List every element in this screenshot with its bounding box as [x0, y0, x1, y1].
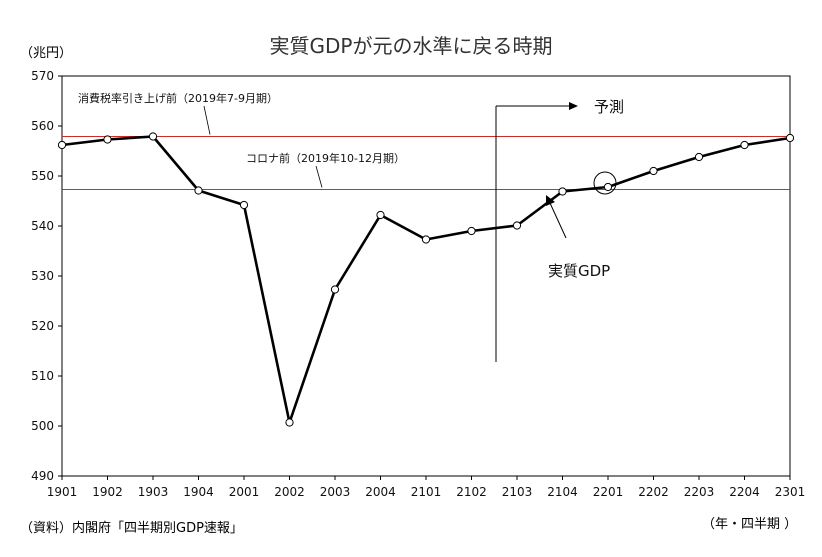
x-tick-label: 2104 — [547, 485, 578, 499]
data-point — [558, 187, 567, 196]
y-tick-label: 570 — [31, 69, 54, 83]
x-axis-unit: （年・四半期 ） — [702, 517, 798, 532]
forecast-label: 予測 — [594, 98, 624, 116]
x-tick-label: 2101 — [411, 485, 442, 499]
y-tick-label: 530 — [31, 269, 54, 283]
x-tick-label: 2004 — [365, 485, 396, 499]
data-point — [285, 418, 294, 427]
y-axis-unit: （兆円） — [20, 46, 73, 61]
y-tick-label: 490 — [31, 469, 54, 483]
data-point — [649, 166, 658, 176]
data-point — [694, 152, 704, 162]
x-tick-label: 2102 — [456, 485, 487, 499]
forecast-arrow-head — [569, 102, 578, 110]
reference-line-label: コロナ前（2019年10-12月期） — [246, 151, 405, 165]
data-point — [194, 186, 203, 195]
x-tick-label: 2204 — [729, 485, 760, 499]
data-point — [512, 221, 522, 230]
reference-line-label: 消費税率引き上げ前（2019年7-9月期） — [78, 91, 278, 105]
y-tick-label: 560 — [31, 119, 54, 133]
y-tick-label: 520 — [31, 319, 54, 333]
data-point — [103, 135, 112, 144]
data-point — [148, 132, 158, 141]
y-tick-label: 540 — [31, 219, 54, 233]
reference-label-leader — [203, 105, 211, 135]
data-point — [239, 200, 249, 210]
data-point — [603, 182, 613, 192]
series-label-arrow-head — [546, 195, 555, 206]
x-tick-label: 2301 — [775, 485, 806, 499]
data-point — [421, 235, 431, 244]
x-tick-label: 2201 — [593, 485, 624, 499]
x-tick-label: 2203 — [684, 485, 715, 499]
data-point — [467, 226, 476, 236]
y-tick-label: 500 — [31, 419, 54, 433]
series-label-arrow — [549, 202, 567, 239]
x-tick-label: 2003 — [320, 485, 351, 499]
x-tick-label: 2001 — [229, 485, 260, 499]
series-line-real-gdp — [61, 135, 791, 424]
x-tick-label: 2002 — [274, 485, 305, 499]
x-tick-label: 1901 — [47, 485, 78, 499]
x-tick-label: 1903 — [138, 485, 169, 499]
source-note: （資料）内閣府「四半期別GDP速報」 — [20, 521, 243, 536]
y-tick-label: 510 — [31, 369, 54, 383]
data-point — [57, 140, 67, 150]
data-point — [740, 140, 749, 150]
data-point — [785, 133, 795, 143]
x-tick-label: 2103 — [502, 485, 533, 499]
reference-label-leader — [315, 165, 323, 188]
y-tick-label: 550 — [31, 169, 54, 183]
x-tick-label: 1904 — [183, 485, 214, 499]
data-point — [330, 285, 340, 294]
series-label: 実質GDP — [548, 262, 610, 280]
chart-title: 実質GDPが元の水準に戻る時期 — [269, 34, 553, 58]
data-point — [376, 210, 385, 220]
recovery-highlight-circle — [593, 171, 617, 195]
x-tick-label: 1902 — [92, 485, 123, 499]
x-tick-label: 2202 — [638, 485, 669, 499]
